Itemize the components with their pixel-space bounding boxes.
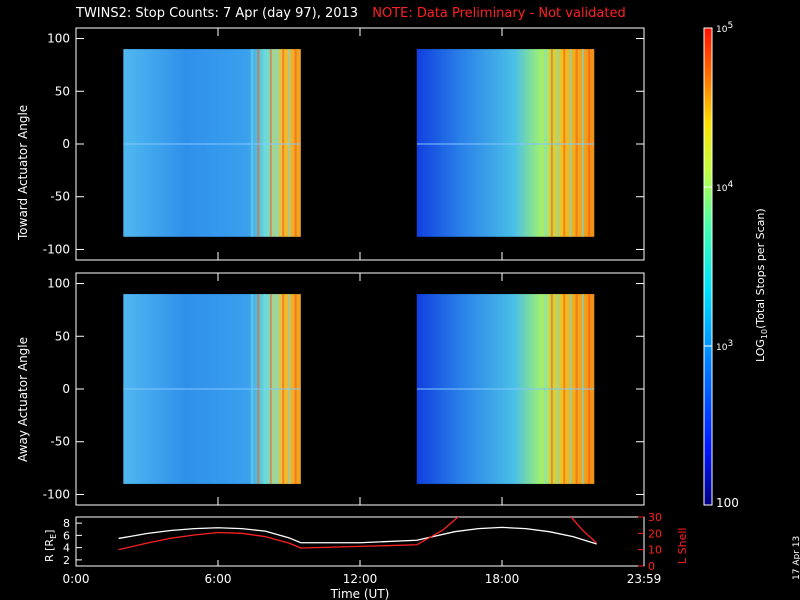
orbit-ytick-left-label: 6 [63,529,70,542]
colorbar-bottom-label: 100 [716,496,739,510]
toward-ytick-label: 50 [55,84,70,98]
away-ytick-label: 50 [55,329,70,343]
toward-streak [257,49,260,237]
chart-title: TWINS2: Stop Counts: 7 Apr (day 97), 201… [76,6,626,21]
colorbar-label: LOG10(Total Stops per Scan) [754,208,769,362]
toward-streak [288,49,291,237]
toward-ytick-label: -100 [43,242,70,256]
orbit-ytick-right-label: 20 [648,527,662,540]
toward-segment-2 [416,49,595,237]
orbit-ytick-right-label: 10 [648,544,662,557]
toward-segment-1 [123,49,301,237]
colorbar-tick-label: 103 [716,339,733,353]
colorbar-tick-label: 105 [716,21,733,35]
away-ytick-label: -100 [43,487,70,501]
away-ytick-label: 100 [47,277,70,291]
time-tick-label: 0:00 [63,572,90,586]
toward-streak [588,49,591,237]
away-zero-band [123,388,301,390]
orbit-ytick-right-label: 30 [648,511,662,524]
toward-streak [282,49,285,237]
time-tick-label: 12:00 [343,572,378,586]
toward-ytick-label: 100 [47,32,70,46]
orbit-series-radius-line [118,526,597,545]
colorbar-gradient [704,28,712,505]
title-text: TWINS2: Stop Counts: 7 Apr (day 97), 201… [76,6,359,21]
orbit-series-lshell-line [118,517,598,551]
away-zero-band [416,388,595,390]
toward-streak [544,49,547,237]
orbit-ylabel-right: L Shell [676,528,689,564]
toward-streak [294,49,297,237]
time-tick-label: 6:00 [205,572,232,586]
orbit-ytick-left-label: 8 [63,517,70,530]
toward-streak [550,49,553,237]
toward-streak [563,49,566,237]
orbit-ylabel-left: R [RE] [43,530,58,562]
orbit-ytick-left-label: 4 [63,542,70,555]
colorbar-group: 105 104 103 100 LOG10(Total Stops per Scan) [703,21,769,510]
toward-streak [275,49,278,237]
orbit-frame [75,516,645,567]
toward-streak [581,49,584,237]
toward-zero-band [416,143,595,145]
toward-streak [569,49,572,237]
title-note: NOTE: Data Preliminary - Not validated [372,6,626,21]
away-ytick-label: 0 [62,382,70,396]
time-tick-label: 23:59 [627,572,662,586]
orbit-ytick-right-label: 0 [648,560,655,573]
toward-streak [251,49,254,237]
toward-streak [269,49,272,237]
toward-streak [263,49,266,237]
toward-ytick-label: 0 [62,137,70,151]
time-axis-label: Time (UT) [330,587,390,600]
toward-ytick-label: -50 [50,190,70,204]
toward-streak [575,49,578,237]
time-tick-label: 18:00 [485,572,520,586]
toward-zero-band [123,143,301,145]
colorbar-tick-label: 104 [716,180,733,194]
orbit-ytick-left-label: 2 [63,554,70,567]
away-ytick-label: -50 [50,435,70,449]
toward-streak [557,49,560,237]
